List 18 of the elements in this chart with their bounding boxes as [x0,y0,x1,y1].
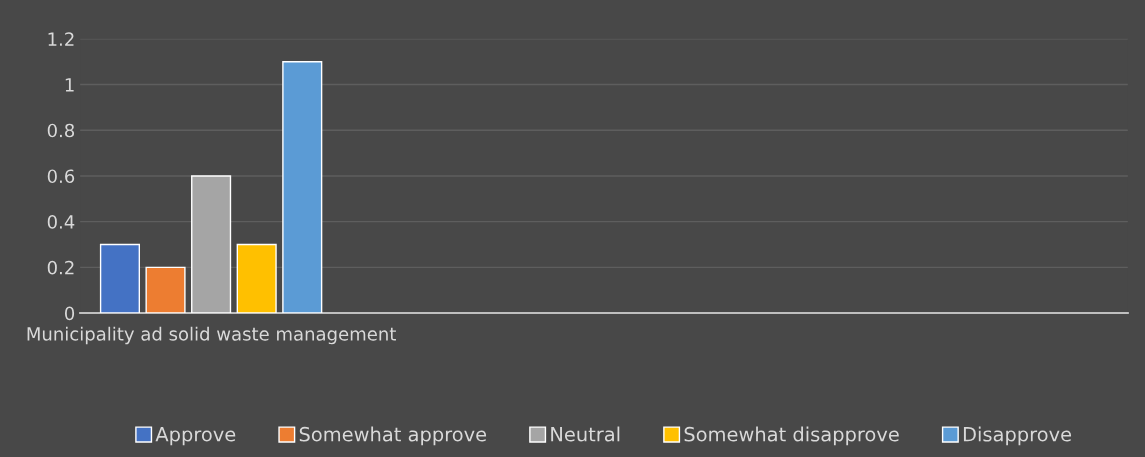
y-tick-label: 0.4 [47,215,75,229]
legend-label: Somewhat disapprove [684,426,899,446]
legend-label: Disapprove [963,426,1072,446]
legend-label: Neutral [551,426,620,442]
y-tick-label: 1.2 [48,32,74,46]
y-tick-label: 0.2 [47,260,74,275]
legend-label: Approve [155,427,236,446]
bar [236,243,277,314]
bar [282,60,323,314]
y-tick-label: 0.6 [47,169,75,184]
bar [145,266,186,314]
x-tick-label: Municipality ad solid waste management [27,326,396,345]
bar [191,175,232,314]
bar [99,243,141,314]
legend-label: Somewhat approve [299,426,487,446]
y-tick-label: 1 [65,78,74,92]
y-tick-label: 0.8 [47,123,75,138]
y-tick-label: 0 [64,306,75,321]
